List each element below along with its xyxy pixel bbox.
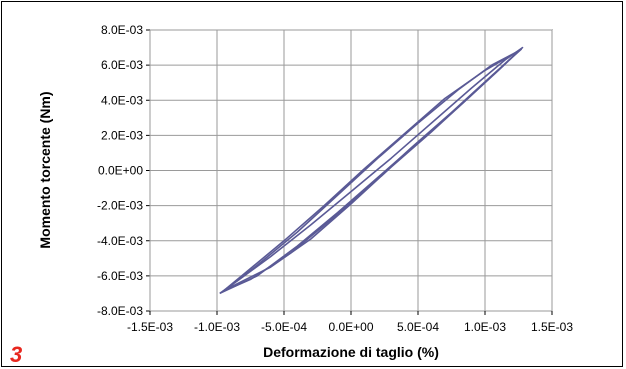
x-tick-label: 5.0E-04 xyxy=(397,320,439,334)
y-tick-label: -2.0E-03 xyxy=(97,199,143,213)
y-axis-title: Momento torcente (Nm) xyxy=(37,91,53,248)
y-tick-label: 6.0E-03 xyxy=(101,58,143,72)
x-axis-title: Deformazione di taglio (%) xyxy=(263,344,439,360)
gridlines xyxy=(146,29,553,315)
y-tick-label: -4.0E-03 xyxy=(97,234,143,248)
y-tick-labels: -8.0E-03 -6.0E-03 -4.0E-03 -2.0E-03 0.0E+00 2… xyxy=(97,23,143,318)
hysteresis-chart: -8.0E-03 -6.0E-03 -4.0E-03 -2.0E-03 0.0E+00 2… xyxy=(37,23,573,360)
x-tick-label: -5.0E-04 xyxy=(261,320,307,334)
x-tick-label: 1.5E-03 xyxy=(531,320,573,334)
y-tick-label: 8.0E-03 xyxy=(101,23,143,37)
series-group xyxy=(219,46,524,295)
x-tick-label: -1.5E-03 xyxy=(127,320,173,334)
x-tick-labels: -1.5E-03 -1.0E-03 -5.0E-04 0.0E+00 5.0E-04 1.… xyxy=(127,320,573,334)
y-tick-label: -6.0E-03 xyxy=(97,269,143,283)
y-tick-label: 4.0E-03 xyxy=(101,93,143,107)
hysteresis-loop-3 xyxy=(224,50,520,291)
y-tick-label: 0.0E+00 xyxy=(98,164,143,178)
x-tick-label: 1.0E-03 xyxy=(464,320,506,334)
panel-label: 3 xyxy=(10,342,23,367)
y-tick-label: 2.0E-03 xyxy=(101,128,143,142)
x-tick-label: -1.0E-03 xyxy=(194,320,240,334)
x-tick-label: 0.0E+00 xyxy=(328,320,373,334)
y-tick-label: -8.0E-03 xyxy=(97,304,143,318)
hysteresis-loop-2 xyxy=(221,48,523,293)
